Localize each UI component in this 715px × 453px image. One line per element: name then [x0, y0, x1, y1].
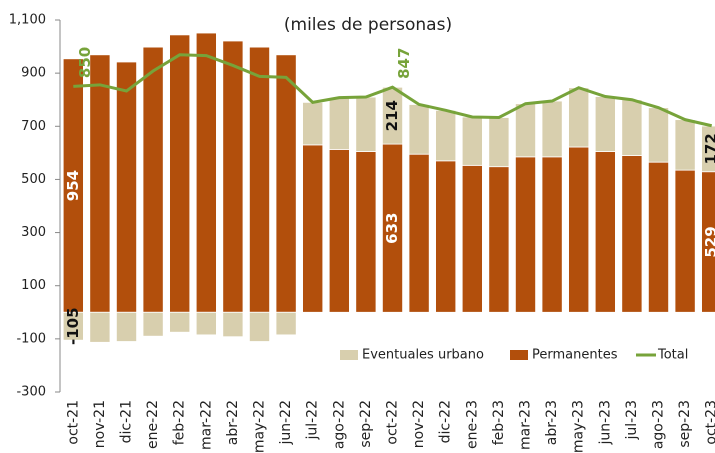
bar-segment — [275, 54, 297, 313]
bar-segment — [115, 311, 138, 342]
bar-segment — [514, 103, 537, 158]
data-label: 214 — [383, 100, 401, 131]
x-tick-label: jul-23 — [624, 400, 640, 441]
x-tick-label: feb-23 — [491, 400, 507, 445]
legend-swatch — [340, 350, 358, 360]
bar-segment — [195, 311, 217, 336]
x-tick-label: feb-22 — [172, 400, 188, 445]
bar-segment — [594, 151, 616, 313]
chart-subtitle: (miles de personas) — [284, 15, 452, 35]
y-tick-label: 700 — [21, 119, 46, 134]
x-tick-label: oct-22 — [385, 400, 401, 445]
bar-segment — [89, 311, 111, 343]
data-label: 847 — [395, 48, 413, 79]
x-tick-label: jun-23 — [597, 400, 613, 446]
bar-segment — [647, 161, 670, 313]
y-tick-label: 900 — [21, 66, 46, 81]
x-tick-label: sep-23 — [677, 400, 693, 448]
bar-segment — [142, 46, 164, 313]
y-tick-label: 100 — [21, 278, 46, 293]
bar-segment — [674, 169, 696, 313]
bar-segment — [541, 156, 563, 313]
bar-segment — [222, 40, 244, 313]
data-label: 850 — [76, 47, 94, 78]
x-tick-label: abr-23 — [544, 400, 560, 445]
x-tick-label: oct-23 — [704, 400, 715, 445]
legend-label: Eventuales urbano — [362, 348, 484, 363]
bar-segment — [594, 96, 616, 152]
x-tick-label: ene-22 — [145, 400, 161, 449]
bar-segment — [435, 109, 457, 162]
bar-segment — [328, 97, 350, 150]
bar-segment — [355, 96, 377, 152]
bar-segment — [701, 125, 715, 173]
data-label: 172 — [702, 133, 715, 164]
bar-segment — [568, 146, 590, 313]
x-tick-label: jun-22 — [278, 400, 294, 446]
bar-segment — [142, 311, 164, 337]
legend-label: Total — [657, 348, 688, 363]
x-tick-label: dic-22 — [438, 400, 454, 443]
bar-segment — [488, 117, 510, 168]
bar-segment — [275, 311, 297, 336]
x-tick-label: jul-22 — [305, 400, 321, 441]
bar-segment — [195, 32, 217, 313]
y-tick-label: 1,100 — [9, 13, 46, 28]
x-tick-label: abr-22 — [225, 400, 241, 445]
x-tick-label: ene-23 — [464, 400, 480, 449]
bar-segment — [461, 164, 483, 313]
bar-segment — [674, 119, 696, 171]
line-series — [73, 53, 713, 128]
bar-segment — [435, 160, 457, 313]
x-tick-label: ago-22 — [331, 400, 347, 449]
y-tick-label: 500 — [21, 172, 46, 187]
bar-segment — [248, 46, 271, 313]
data-label: 954 — [64, 170, 82, 201]
legend-swatch — [510, 350, 528, 360]
legend-label: Permanentes — [532, 348, 618, 363]
bar-segment — [115, 61, 138, 313]
bar-segment — [408, 104, 430, 155]
x-tick-label: dic-21 — [119, 400, 135, 443]
bar-segment — [541, 100, 563, 158]
y-tick-label: -300 — [16, 385, 46, 400]
bar-segment — [621, 99, 643, 156]
bar-segment — [621, 155, 643, 313]
x-tick-label: oct-21 — [65, 400, 81, 445]
bar-segment — [328, 149, 350, 313]
y-tick-label: -100 — [16, 331, 46, 346]
x-tick-label: sep-22 — [358, 400, 374, 448]
bar-segment — [62, 311, 84, 341]
bar-segment — [514, 156, 537, 313]
x-tick-label: mar-22 — [198, 400, 214, 450]
bar-segment — [169, 311, 191, 333]
bar-segment — [169, 34, 191, 313]
bar-segment — [302, 101, 324, 146]
bar-segment — [568, 87, 590, 148]
data-label: 633 — [383, 213, 401, 244]
x-tick-label: ago-23 — [651, 400, 667, 449]
x-tick-label: may-23 — [571, 400, 587, 453]
bar-segment — [302, 144, 324, 313]
x-tick-label: nov-22 — [411, 400, 427, 448]
y-tick-label: 300 — [21, 225, 46, 240]
x-tick-label: mar-23 — [518, 400, 534, 450]
bar-segment — [248, 311, 271, 342]
bar-segment — [461, 116, 483, 166]
bar-segment — [222, 311, 244, 338]
bar-segment — [488, 166, 510, 313]
bar-segment — [89, 54, 111, 313]
bar-segment — [355, 151, 377, 313]
bar-segment — [647, 107, 670, 163]
data-label: -105 — [64, 307, 82, 345]
x-tick-label: may-22 — [252, 400, 268, 453]
x-tick-label: nov-21 — [92, 400, 108, 448]
bar-segment — [408, 153, 430, 313]
data-label: 529 — [702, 226, 715, 257]
